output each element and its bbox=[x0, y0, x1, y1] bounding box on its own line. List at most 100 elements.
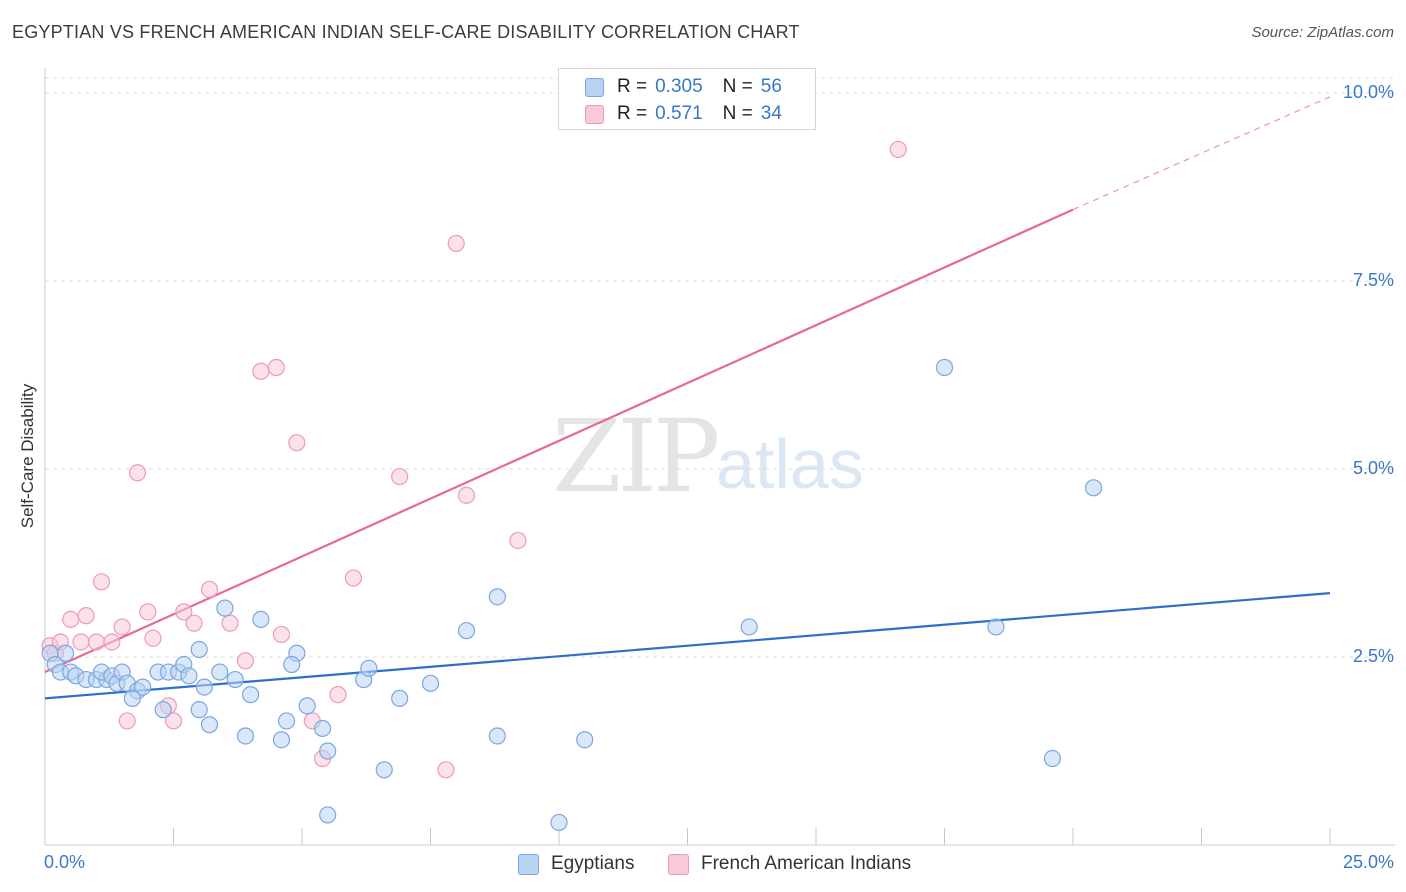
point-egyptians bbox=[550, 813, 568, 832]
legend-row-egyptians: R = 0.305 N = 56 bbox=[585, 74, 782, 100]
legend-swatch-french-american-indians bbox=[668, 853, 689, 875]
point-french-american-indians bbox=[164, 712, 183, 730]
point-egyptians bbox=[154, 701, 172, 719]
point-egyptians bbox=[319, 742, 337, 760]
n-value-french-american-indians: 34 bbox=[760, 103, 782, 124]
point-egyptians bbox=[391, 689, 409, 707]
point-egyptians bbox=[180, 667, 198, 685]
point-french-american-indians bbox=[437, 761, 455, 779]
trend-line-egyptians bbox=[44, 591, 1331, 700]
trend-line-french-american-indians bbox=[44, 208, 1074, 674]
point-french-american-indians bbox=[113, 618, 131, 636]
y-tick-label-2-5: 2.5% bbox=[1352, 646, 1394, 666]
point-egyptians bbox=[1084, 479, 1103, 497]
point-egyptians bbox=[200, 716, 219, 734]
x-tick-label-min: 0.0% bbox=[44, 852, 86, 872]
r-label: R = bbox=[617, 103, 648, 124]
point-egyptians bbox=[211, 663, 229, 681]
point-egyptians bbox=[190, 640, 208, 659]
point-egyptians bbox=[488, 588, 506, 606]
point-french-american-indians bbox=[118, 712, 136, 730]
point-french-american-indians bbox=[103, 633, 121, 651]
axes bbox=[44, 68, 1395, 846]
point-french-american-indians bbox=[139, 603, 157, 621]
legend-label-french-american-indians: French American Indians bbox=[701, 853, 912, 874]
point-egyptians bbox=[576, 731, 594, 749]
series-legend-egyptians[interactable]: Egyptians bbox=[518, 851, 634, 877]
point-egyptians bbox=[488, 727, 506, 745]
watermark-zip: ZIP bbox=[552, 398, 720, 515]
point-egyptians bbox=[740, 618, 758, 636]
point-french-american-indians bbox=[144, 629, 162, 647]
legend-row-french-american-indians: R = 0.571 N = 34 bbox=[585, 101, 782, 127]
point-french-american-indians bbox=[267, 358, 285, 377]
point-french-american-indians bbox=[889, 140, 907, 159]
point-egyptians bbox=[216, 599, 234, 617]
trend-lines bbox=[44, 96, 1331, 700]
point-french-american-indians bbox=[272, 625, 291, 644]
point-french-american-indians bbox=[221, 614, 239, 632]
point-egyptians bbox=[236, 727, 255, 745]
point-french-american-indians bbox=[391, 467, 409, 486]
y-tick-label-10: 10.0% bbox=[1342, 82, 1394, 103]
point-egyptians bbox=[360, 659, 378, 677]
y-tick-label-7-5: 7.5% bbox=[1352, 270, 1394, 291]
point-egyptians bbox=[123, 689, 141, 707]
legend-swatch-egyptians bbox=[518, 853, 539, 875]
point-egyptians bbox=[375, 761, 393, 779]
legend-label-egyptians: Egyptians bbox=[551, 853, 635, 874]
series-legend-french-american-indians[interactable]: French American Indians bbox=[668, 851, 911, 877]
trend-extension-french-american-indians bbox=[1072, 96, 1331, 211]
point-french-american-indians bbox=[236, 652, 255, 670]
point-egyptians bbox=[421, 674, 440, 692]
point-egyptians bbox=[283, 655, 301, 674]
point-egyptians bbox=[134, 678, 152, 696]
n-label: N = bbox=[722, 76, 753, 97]
point-french-american-indians bbox=[62, 610, 80, 629]
point-french-american-indians bbox=[92, 573, 111, 591]
data-points bbox=[41, 140, 1103, 832]
r-label: R = bbox=[617, 76, 648, 97]
r-value-french-american-indians: 0.571 bbox=[655, 103, 703, 124]
point-egyptians bbox=[457, 622, 476, 640]
point-egyptians bbox=[987, 618, 1005, 636]
point-egyptians bbox=[277, 712, 296, 730]
point-egyptians bbox=[242, 686, 260, 704]
y-tick-label-5: 5.0% bbox=[1352, 458, 1394, 479]
point-french-american-indians bbox=[77, 607, 95, 625]
point-french-american-indians bbox=[457, 486, 476, 504]
point-french-american-indians bbox=[175, 603, 193, 621]
point-french-american-indians bbox=[447, 234, 465, 253]
legend-swatch-french-american-indians bbox=[585, 104, 604, 124]
n-label: N = bbox=[722, 103, 753, 124]
stats-legend: R = 0.305 N = 56 R = 0.571 N = 34 bbox=[558, 68, 816, 130]
x-tick-label-max: 25.0% bbox=[1342, 852, 1394, 872]
point-egyptians bbox=[252, 610, 270, 629]
point-egyptians bbox=[195, 678, 213, 696]
point-french-american-indians bbox=[185, 614, 203, 632]
chart-source: Source: ZipAtlas.com bbox=[1251, 24, 1394, 41]
watermark-atlas: atlas bbox=[716, 425, 864, 503]
point-egyptians bbox=[313, 719, 332, 738]
y-axis-title: Self-Care Disability bbox=[18, 383, 37, 529]
point-french-american-indians bbox=[509, 531, 527, 550]
point-french-american-indians bbox=[344, 569, 362, 587]
point-egyptians bbox=[190, 701, 208, 719]
point-egyptians bbox=[319, 806, 337, 824]
point-egyptians bbox=[272, 731, 291, 749]
point-egyptians bbox=[935, 358, 954, 377]
point-french-american-indians bbox=[72, 633, 90, 651]
point-egyptians bbox=[1043, 749, 1062, 768]
point-french-american-indians bbox=[252, 362, 270, 380]
point-french-american-indians bbox=[288, 434, 306, 452]
chart-title: EGYPTIAN VS FRENCH AMERICAN INDIAN SELF-… bbox=[12, 22, 800, 42]
point-egyptians bbox=[226, 670, 244, 689]
r-value-egyptians: 0.305 bbox=[655, 76, 703, 97]
legend-swatch-egyptians bbox=[585, 77, 604, 97]
point-french-american-indians bbox=[200, 580, 219, 598]
point-french-american-indians bbox=[87, 633, 106, 651]
n-value-egyptians: 56 bbox=[760, 76, 782, 97]
point-egyptians bbox=[56, 644, 75, 662]
point-french-american-indians bbox=[128, 464, 147, 482]
